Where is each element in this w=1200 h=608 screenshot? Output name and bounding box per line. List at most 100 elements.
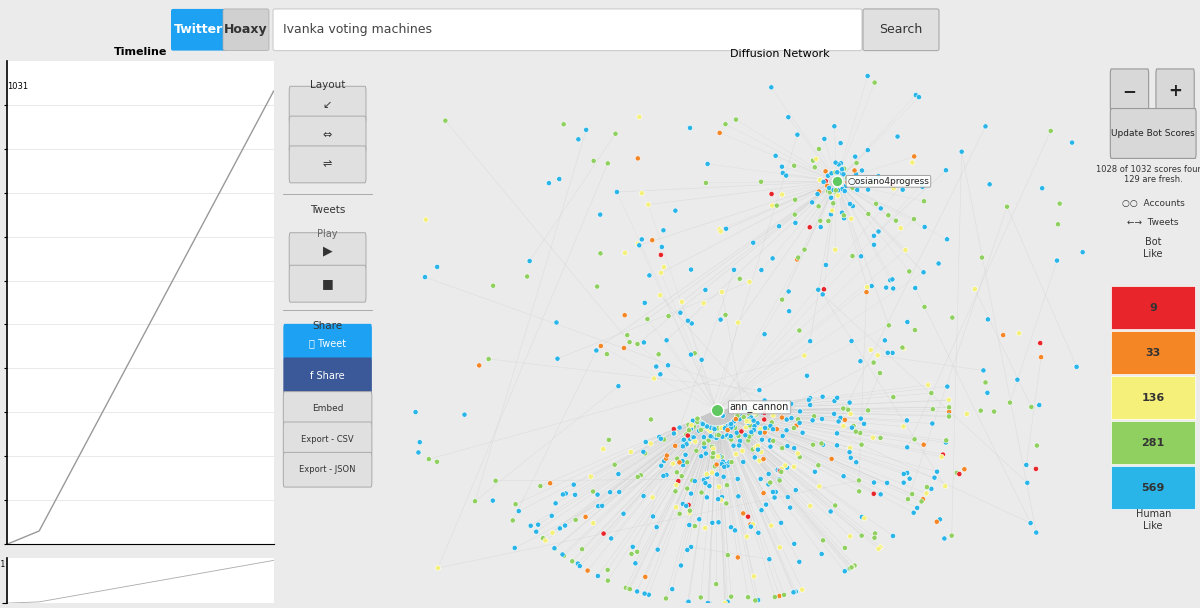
Point (726, 414, 745, 424)
Point (790, 326, 809, 336)
Point (766, 151, 785, 161)
Point (822, 193, 841, 202)
Point (751, 177, 770, 187)
Point (913, 182, 932, 192)
Point (770, 466, 790, 476)
Point (770, 475, 790, 485)
Point (662, 584, 682, 594)
Point (812, 549, 832, 559)
Point (818, 216, 838, 226)
Text: 11/29/2019 10:37:33 AM: 11/29/2019 10:37:33 AM (179, 571, 274, 580)
Point (790, 418, 809, 427)
Point (780, 503, 799, 513)
Point (721, 431, 740, 441)
Point (899, 494, 918, 504)
Point (762, 83, 781, 92)
Point (719, 421, 738, 430)
Text: 569: 569 (1141, 483, 1165, 493)
Point (937, 435, 956, 445)
Point (845, 182, 864, 192)
Point (814, 536, 833, 545)
Point (628, 472, 647, 482)
Point (688, 414, 707, 424)
Point (610, 487, 629, 497)
Point (700, 423, 719, 432)
Point (869, 544, 888, 554)
Point (760, 469, 779, 479)
Point (656, 454, 676, 463)
Point (721, 522, 740, 532)
Point (976, 122, 995, 131)
Point (635, 298, 654, 308)
Point (792, 585, 811, 595)
Point (755, 408, 774, 418)
Point (647, 522, 666, 532)
Point (638, 200, 658, 210)
Point (862, 345, 881, 354)
Point (834, 404, 853, 413)
Point (673, 441, 692, 451)
Point (678, 597, 697, 607)
Point (821, 187, 840, 197)
Title: Timeline: Timeline (114, 47, 167, 57)
Point (632, 235, 652, 244)
Point (728, 318, 748, 328)
Point (728, 410, 748, 420)
Point (697, 421, 716, 431)
Point (695, 442, 714, 452)
Point (785, 161, 804, 171)
Point (696, 449, 715, 458)
Point (709, 517, 728, 527)
Point (731, 436, 750, 446)
Point (652, 268, 671, 278)
Point (752, 435, 772, 444)
Point (599, 576, 618, 586)
Point (883, 392, 902, 402)
Point (737, 532, 756, 542)
Point (718, 430, 737, 440)
Point (824, 185, 844, 195)
Text: ann_cannon: ann_cannon (730, 402, 790, 412)
Point (779, 286, 798, 296)
Point (695, 434, 714, 443)
Point (902, 157, 922, 167)
Point (1030, 400, 1049, 410)
Point (703, 423, 722, 433)
Point (830, 413, 850, 423)
FancyBboxPatch shape (1111, 331, 1195, 375)
Point (770, 404, 790, 413)
Point (694, 420, 713, 429)
Point (696, 523, 715, 533)
Point (725, 416, 744, 426)
Point (689, 415, 708, 425)
Text: 🐦 Tweet: 🐦 Tweet (310, 338, 346, 348)
Point (671, 308, 690, 317)
Point (569, 559, 588, 568)
Point (775, 461, 794, 471)
Point (690, 514, 709, 524)
Point (593, 501, 612, 511)
Point (728, 408, 748, 418)
Point (744, 572, 763, 581)
Point (697, 421, 716, 431)
Point (649, 432, 668, 442)
Point (833, 184, 852, 194)
FancyBboxPatch shape (1156, 69, 1194, 112)
Point (937, 235, 956, 244)
Point (598, 159, 617, 168)
Point (905, 325, 924, 335)
Text: Embed: Embed (312, 404, 343, 413)
Point (914, 302, 934, 312)
Point (842, 251, 862, 261)
Point (816, 167, 835, 176)
Point (788, 449, 808, 458)
Point (1021, 518, 1040, 528)
Point (553, 550, 572, 559)
Point (787, 421, 806, 430)
Point (556, 520, 575, 530)
Point (695, 438, 714, 448)
Point (666, 502, 685, 512)
Point (605, 460, 624, 469)
Point (851, 414, 870, 424)
Point (709, 430, 728, 440)
